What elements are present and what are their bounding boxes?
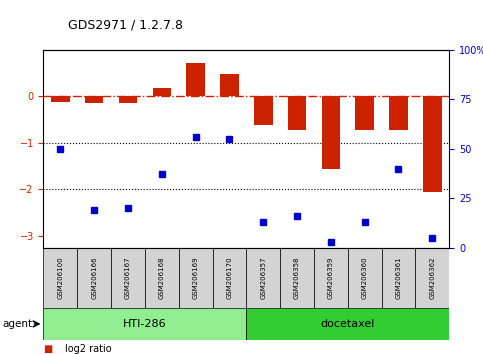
Bar bbox=[111, 248, 145, 308]
Text: GSM206100: GSM206100 bbox=[57, 257, 63, 299]
Bar bbox=[85, 96, 103, 103]
Bar bbox=[246, 308, 449, 340]
Bar bbox=[186, 63, 205, 96]
Bar bbox=[43, 248, 77, 308]
Text: agent: agent bbox=[2, 319, 32, 329]
Bar bbox=[213, 248, 246, 308]
Bar bbox=[314, 248, 348, 308]
Bar bbox=[77, 248, 111, 308]
Bar bbox=[254, 96, 272, 125]
Text: docetaxel: docetaxel bbox=[321, 319, 375, 329]
Text: GSM206358: GSM206358 bbox=[294, 257, 300, 299]
Bar bbox=[51, 96, 70, 102]
Bar bbox=[322, 96, 340, 169]
Bar bbox=[119, 96, 137, 103]
Bar bbox=[220, 74, 239, 96]
Text: GSM206362: GSM206362 bbox=[429, 257, 435, 299]
Bar bbox=[288, 96, 306, 130]
Text: ■: ■ bbox=[43, 344, 53, 354]
Text: GSM206360: GSM206360 bbox=[362, 257, 368, 299]
Text: GSM206167: GSM206167 bbox=[125, 257, 131, 299]
Bar bbox=[43, 308, 246, 340]
Bar bbox=[280, 248, 314, 308]
Bar bbox=[153, 88, 171, 96]
Bar bbox=[145, 248, 179, 308]
Bar bbox=[415, 248, 449, 308]
Text: log2 ratio: log2 ratio bbox=[65, 344, 112, 354]
Text: GSM206170: GSM206170 bbox=[227, 257, 232, 299]
Bar bbox=[348, 248, 382, 308]
Bar bbox=[382, 248, 415, 308]
Bar bbox=[246, 248, 280, 308]
Text: GDS2971 / 1.2.7.8: GDS2971 / 1.2.7.8 bbox=[68, 19, 183, 32]
Text: GSM206166: GSM206166 bbox=[91, 257, 97, 299]
Text: GSM206168: GSM206168 bbox=[159, 257, 165, 299]
Bar bbox=[179, 248, 213, 308]
Text: HTI-286: HTI-286 bbox=[123, 319, 167, 329]
Bar bbox=[355, 96, 374, 130]
Bar bbox=[423, 96, 441, 192]
Text: GSM206357: GSM206357 bbox=[260, 257, 266, 299]
Text: GSM206359: GSM206359 bbox=[328, 257, 334, 299]
Text: GSM206169: GSM206169 bbox=[193, 257, 199, 299]
Bar bbox=[389, 96, 408, 130]
Text: GSM206361: GSM206361 bbox=[396, 257, 401, 299]
